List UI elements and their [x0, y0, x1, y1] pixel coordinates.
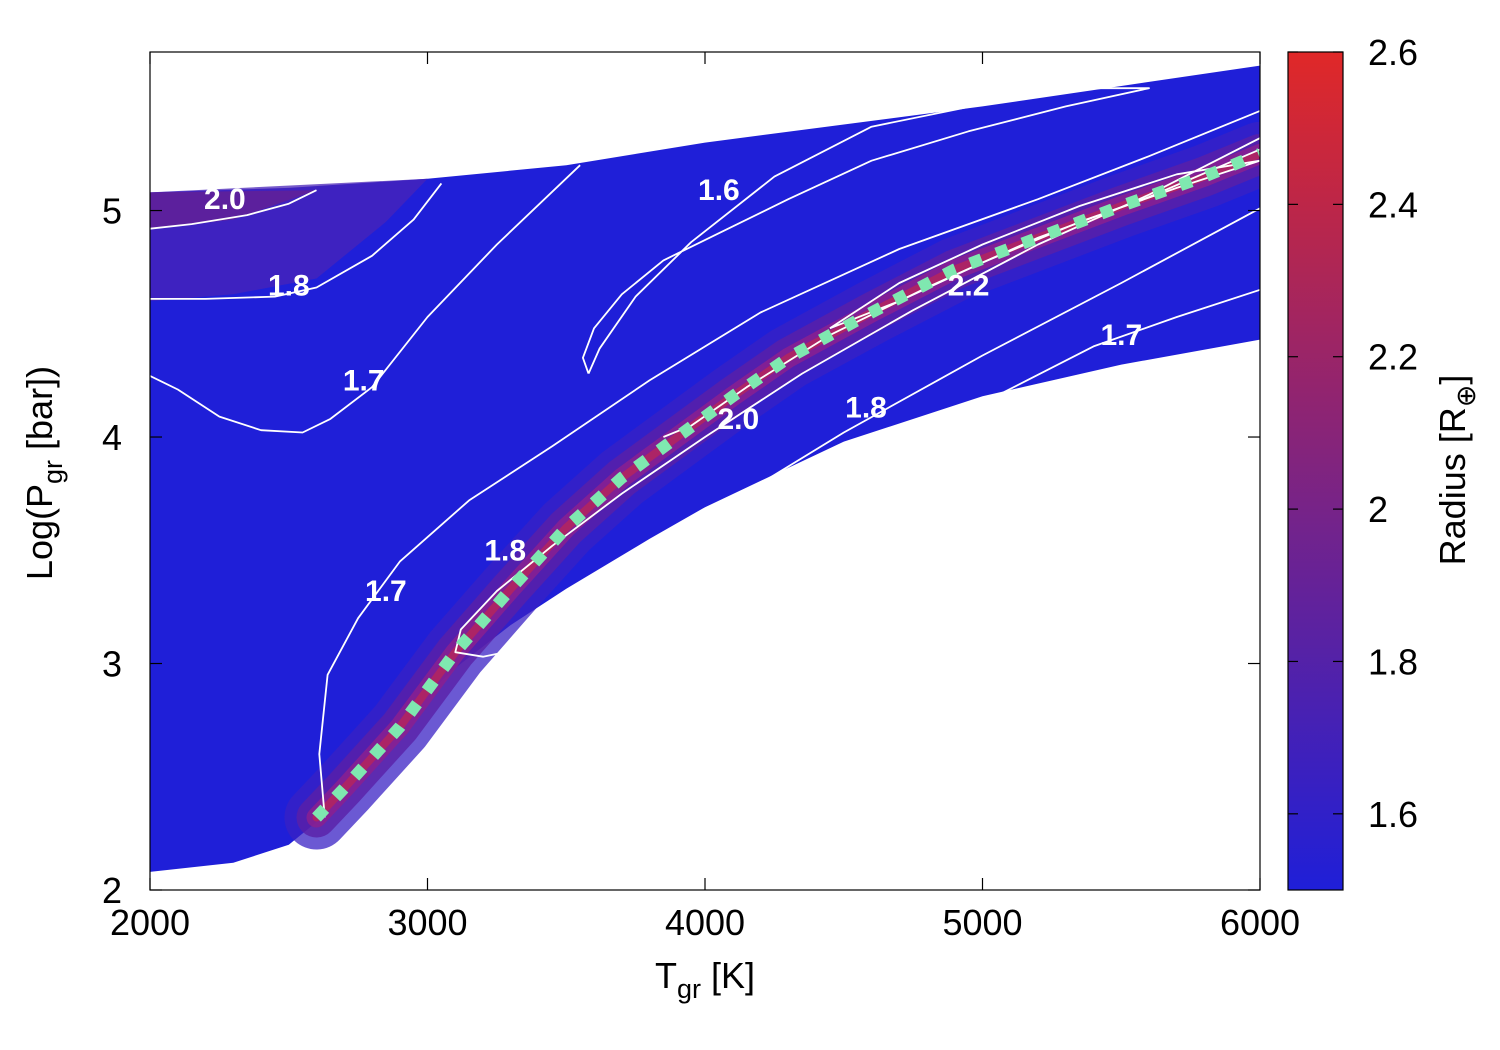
colorbar-tick-label: 1.8 [1368, 641, 1418, 682]
x-tick-label: 3000 [387, 902, 467, 943]
y-tick-label: 3 [102, 644, 122, 685]
plot-area [150, 65, 1260, 872]
colorbar [1287, 51, 1344, 891]
x-tick-label: 4000 [665, 902, 745, 943]
colorbar-tick-label: 2 [1368, 489, 1388, 530]
colorbar-ticks: 1.6 1.8 2 2.2 2.4 2.6 [1288, 32, 1418, 835]
contour-label: 1.8 [268, 269, 310, 302]
contour-label: 1.8 [845, 392, 887, 425]
x-axis-title: Tgr [K] [655, 955, 755, 1004]
contour-line-1-8 [651, 207, 1260, 565]
contour-line-2 [150, 189, 317, 230]
contour-line-1-8 [150, 182, 443, 300]
x-axis-ticks: 2000 3000 4000 5000 6000 [110, 52, 1300, 943]
y-tick-label: 5 [102, 191, 122, 232]
contour-line-1-7 [318, 110, 1260, 818]
colorbar-tick-label: 1.6 [1368, 794, 1418, 835]
ridge-marker-path [312, 148, 1260, 822]
contour-label: 2.0 [204, 183, 246, 216]
y-tick-label: 4 [102, 417, 122, 458]
contour-label: 1.6 [698, 174, 740, 207]
contour-lines [150, 87, 1260, 818]
colorbar-tick-label: 2.4 [1368, 184, 1418, 225]
contour-line-1-8 [454, 137, 1260, 658]
colorbar-tick-label: 2.2 [1368, 337, 1418, 378]
contour-label: 1.7 [1100, 319, 1142, 352]
contour-label: 1.7 [365, 575, 407, 608]
contour-line-1-6 [582, 87, 1150, 374]
y-axis-title: Log(Pgr [bar]) [19, 366, 68, 580]
high-radius-corner-core [150, 190, 317, 229]
x-tick-label: 2000 [110, 902, 190, 943]
x-tick-label: 6000 [1220, 902, 1300, 943]
colorbar-title: Radius [R⊕] [1432, 375, 1481, 566]
y-tick-label: 2 [102, 870, 122, 911]
contour-line-1-7 [871, 288, 1260, 461]
contour-label: 1.8 [484, 534, 526, 567]
contour-line-1-7 [150, 164, 581, 434]
colorbar-tick-label: 2.6 [1368, 32, 1418, 73]
y-axis-ticks: 2 3 4 5 [102, 191, 1260, 911]
contour-label: 2.0 [717, 403, 759, 436]
contour-label: 1.7 [343, 364, 385, 397]
ridge-marker-line [312, 148, 1260, 822]
x-tick-label: 5000 [942, 902, 1022, 943]
contour-label: 2.2 [948, 269, 990, 302]
contour-labels: 2.0 1.8 1.7 1.6 2.2 1.7 2.0 1.8 1.8 1.7 [204, 174, 1142, 608]
